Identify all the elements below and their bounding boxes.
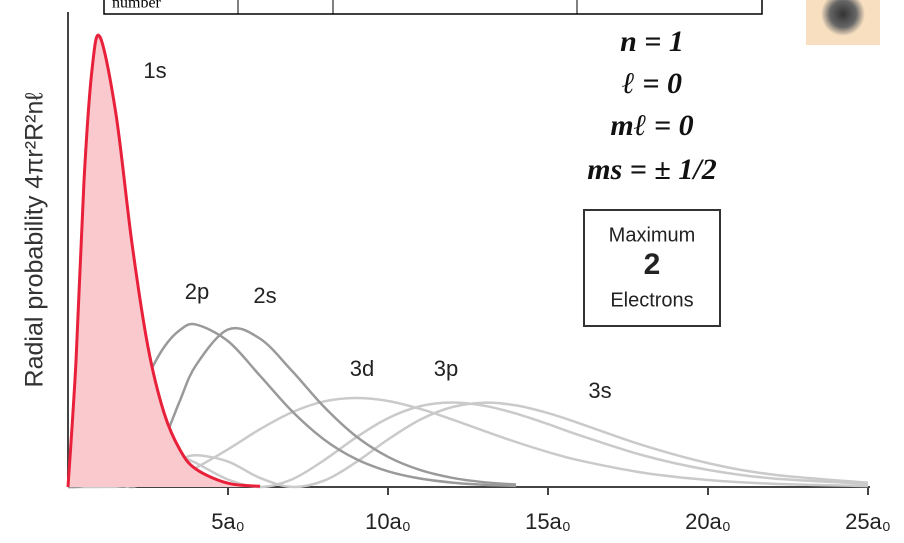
box-text: 2 [644,248,661,281]
series-label: 3d [350,356,374,381]
box-text: Electrons [610,289,693,311]
x-tick-label: 20a₀ [685,509,731,534]
box-text: Maximum [609,224,696,246]
quantum-number: ℓ = 0 [622,67,682,100]
x-tick-label: 25a₀ [845,509,891,534]
series-label: 2s [253,283,276,308]
series-label: 2p [185,279,209,304]
series-label: 3p [434,356,458,381]
area [68,35,260,487]
quantum-number: ms = ± 1/2 [587,153,716,186]
x-tick-label: 10a₀ [365,509,411,534]
quantum-number: mℓ = 0 [610,109,693,142]
quantum-number: n = 1 [620,25,684,58]
y-axis-label: Radial probability 4πr²R²nℓ [21,92,49,388]
x-tick-label: 15a₀ [525,509,571,534]
chart: number Radial probability 4πr²R²nℓ 5a₀ 10… [0,0,904,543]
table-frame [104,0,762,14]
x-tick-label: 5a₀ [211,509,245,534]
series-label: 1s [143,58,166,83]
series-label: 3s [588,378,611,403]
table-cell: number [112,0,162,12]
